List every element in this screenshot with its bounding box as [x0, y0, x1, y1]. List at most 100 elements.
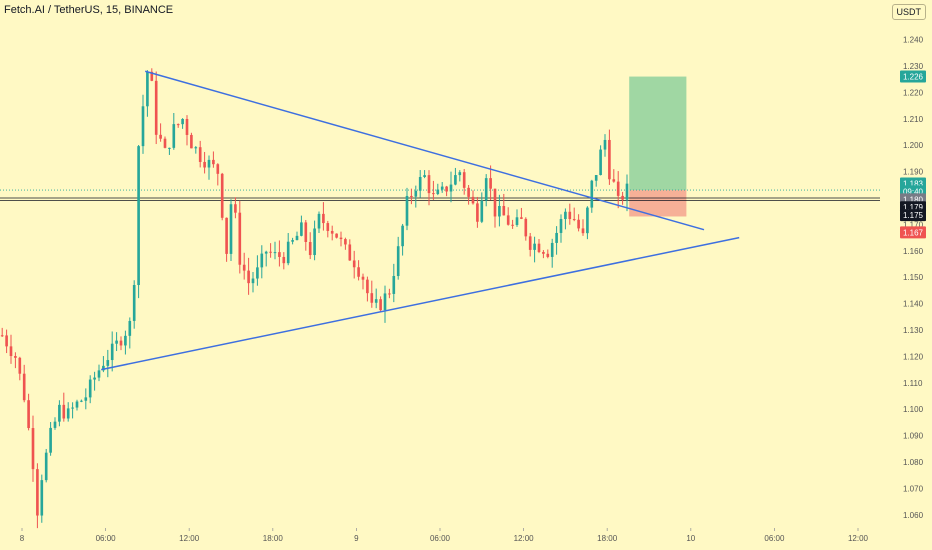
- candle-body: [462, 172, 466, 188]
- candle-body: [185, 118, 189, 135]
- candle-body: [5, 335, 8, 347]
- candle-body: [559, 219, 563, 233]
- candle-body: [269, 251, 272, 253]
- candle-body: [568, 211, 572, 220]
- y-tick-label: 1.150: [903, 273, 924, 282]
- candle-body: [110, 343, 114, 361]
- candle-body: [612, 179, 616, 182]
- candle-body: [550, 242, 554, 257]
- candle-body: [229, 204, 233, 254]
- candle-body: [93, 377, 96, 380]
- candle-body: [577, 219, 580, 229]
- candle-body: [291, 240, 294, 242]
- candle-body: [480, 200, 484, 222]
- candle-body: [432, 193, 435, 195]
- candle-body: [374, 299, 378, 303]
- candle-body: [225, 217, 228, 254]
- candle-body: [594, 175, 598, 181]
- candle-body: [317, 213, 321, 229]
- y-tick-label: 1.240: [903, 36, 924, 45]
- candle-body: [260, 253, 264, 268]
- y-tick-label: 1.110: [903, 379, 923, 388]
- candle-body: [194, 147, 198, 149]
- candle-body: [616, 181, 620, 196]
- candle-body: [22, 373, 26, 401]
- candle-body: [286, 241, 290, 264]
- candle-body: [348, 244, 352, 261]
- candle-body: [599, 149, 602, 176]
- candle-body: [405, 195, 409, 226]
- x-tick-label: 9: [354, 534, 359, 543]
- candle-body: [537, 243, 541, 253]
- candle-body: [159, 134, 162, 139]
- candle-body: [423, 175, 426, 177]
- candle-body: [300, 222, 303, 236]
- candle-body: [9, 346, 13, 357]
- candle-body: [234, 204, 237, 213]
- y-tick-label: 1.220: [903, 88, 924, 97]
- candle-body: [366, 279, 369, 294]
- candle-body: [502, 206, 506, 216]
- price-axis-badge-text: 1.179: [903, 203, 924, 212]
- candle-body: [168, 147, 171, 149]
- candle-body: [190, 134, 193, 149]
- x-tick-label: 06:00: [764, 534, 785, 543]
- y-tick-label: 1.140: [903, 300, 924, 309]
- price-axis-badge-text: 09:40: [903, 187, 924, 196]
- candle-body: [392, 275, 396, 294]
- y-tick-label: 1.230: [903, 62, 924, 71]
- y-tick-label: 1.080: [903, 458, 924, 467]
- candles-group: [0, 68, 629, 529]
- candle-body: [383, 293, 387, 311]
- candle-body: [238, 212, 242, 265]
- lower-trendline[interactable]: [101, 236, 740, 371]
- candle-body: [506, 215, 510, 225]
- candle-body: [84, 397, 88, 401]
- x-tick-label: 18:00: [263, 534, 284, 543]
- y-tick-label: 1.170: [903, 220, 924, 229]
- candle-body: [49, 427, 52, 453]
- x-tick-label: 18:00: [597, 534, 618, 543]
- y-tick-label: 1.210: [903, 115, 924, 124]
- candle-body: [181, 118, 184, 125]
- candle-body: [172, 124, 176, 148]
- upper-trendline[interactable]: [144, 70, 705, 231]
- price-axis-badge: [900, 70, 926, 83]
- candle-body: [586, 207, 589, 234]
- candle-body: [62, 404, 66, 419]
- candle-body: [146, 71, 149, 107]
- candle-body: [379, 299, 382, 311]
- candle-body: [247, 270, 250, 284]
- x-tick-label: 12:00: [848, 534, 869, 543]
- y-tick-label: 1.190: [903, 168, 924, 177]
- candle-body: [581, 228, 585, 234]
- candle-body: [97, 370, 101, 378]
- candle-body: [163, 138, 167, 148]
- currency-button[interactable]: USDT: [891, 4, 926, 20]
- candle-body: [198, 147, 202, 162]
- candle-body: [370, 293, 374, 303]
- candle-body: [520, 217, 523, 219]
- price-lines: [0, 189, 880, 202]
- candle-body: [449, 184, 453, 192]
- candle-body: [322, 213, 325, 224]
- candle-body: [528, 236, 532, 250]
- candle-body: [207, 159, 211, 168]
- candle-body: [150, 71, 154, 81]
- candle-body: [256, 267, 259, 279]
- candle-body: [546, 253, 550, 257]
- candle-body: [313, 228, 316, 256]
- stop-loss-zone[interactable]: [629, 190, 687, 217]
- candle-body: [357, 267, 360, 277]
- y-tick-label: 1.060: [903, 511, 924, 520]
- candle-body: [388, 293, 391, 295]
- candle-body: [564, 211, 567, 220]
- candle-body: [124, 335, 127, 346]
- price-axis-badge-text: 1.167: [903, 228, 924, 237]
- candle-body: [273, 252, 277, 254]
- take-profit-zone[interactable]: [629, 76, 687, 191]
- candle-body: [436, 189, 440, 194]
- candle-body: [44, 452, 48, 481]
- candle-body: [295, 235, 299, 241]
